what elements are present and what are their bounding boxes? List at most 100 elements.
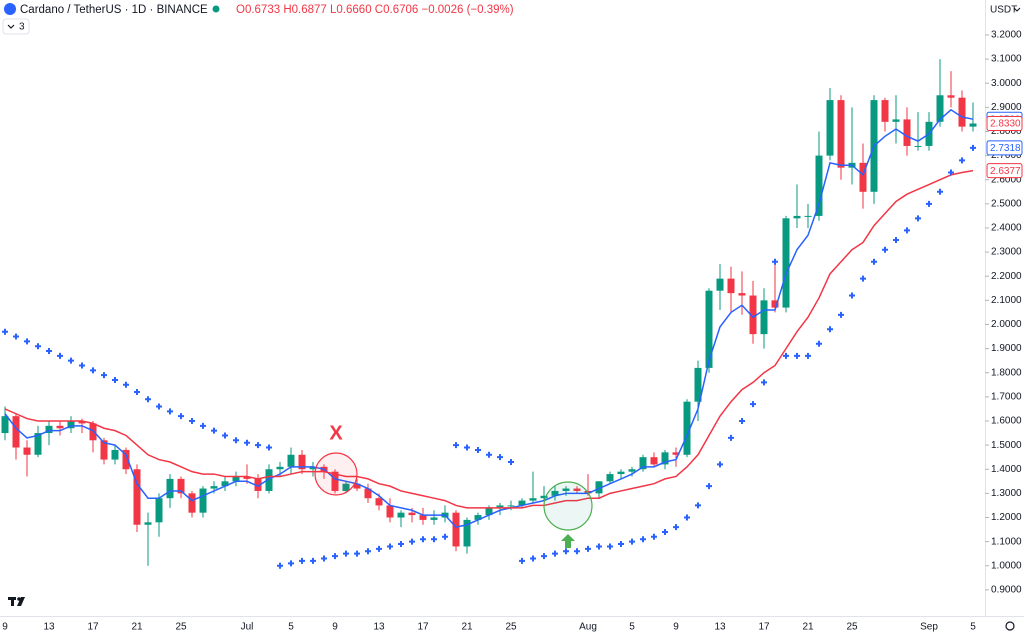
candle-body bbox=[507, 505, 515, 507]
candle-body bbox=[342, 483, 350, 491]
x-tick-label: 5 bbox=[629, 622, 635, 633]
candle-body bbox=[859, 162, 867, 192]
settings-button[interactable] bbox=[1005, 621, 1015, 631]
candle-body bbox=[826, 100, 834, 156]
psar-point bbox=[486, 451, 492, 458]
x-tick-label: 21 bbox=[131, 622, 143, 633]
psar-point bbox=[508, 459, 514, 466]
psar-point bbox=[882, 246, 888, 253]
psar-point bbox=[398, 541, 404, 548]
candle-body bbox=[430, 517, 438, 520]
y-tick-label: 3.0000 bbox=[991, 78, 1022, 89]
candle-body bbox=[463, 519, 471, 547]
price-label-box bbox=[986, 116, 1023, 132]
candle-body bbox=[1, 416, 9, 434]
candle-body bbox=[969, 123, 977, 127]
indicators-toggle[interactable]: 3 bbox=[2, 18, 30, 35]
candle-body bbox=[232, 476, 240, 482]
x-tick-label: 25 bbox=[846, 622, 858, 633]
candle-body bbox=[628, 469, 636, 472]
candle-body bbox=[606, 474, 614, 482]
y-tick-label: 2.0000 bbox=[991, 319, 1022, 330]
candle-body bbox=[562, 488, 570, 491]
psar-point bbox=[376, 545, 382, 552]
x-tick-label: 5 bbox=[970, 622, 976, 633]
indicators-button[interactable] bbox=[2, 18, 30, 35]
x-tick-label: 17 bbox=[758, 622, 770, 633]
y-tick-label: 1.9000 bbox=[991, 343, 1022, 354]
psar-point bbox=[618, 541, 624, 548]
psar-point bbox=[926, 200, 932, 207]
candle-body bbox=[111, 449, 119, 460]
x-tick-label: Aug bbox=[579, 622, 597, 633]
chart-title[interactable]: Cardano / TetherUS · 1D · BINANCE bbox=[20, 4, 208, 16]
psar-point bbox=[343, 550, 349, 557]
psar-point bbox=[596, 543, 602, 550]
psar-point bbox=[706, 483, 712, 490]
psar-point bbox=[464, 444, 470, 451]
psar-point bbox=[2, 328, 8, 335]
candle-body bbox=[518, 500, 526, 506]
buy-circle bbox=[543, 481, 593, 531]
psar-point bbox=[497, 454, 503, 461]
candle-body bbox=[804, 215, 812, 217]
candle-body bbox=[287, 454, 295, 467]
psar-point bbox=[937, 188, 943, 195]
x-tick-label: 13 bbox=[43, 622, 55, 633]
candle-body bbox=[45, 425, 53, 434]
psar-point bbox=[222, 432, 228, 439]
sell-mark: X bbox=[329, 422, 343, 444]
moving-average bbox=[4, 169, 974, 509]
y-tick-label: 2.5000 bbox=[991, 198, 1022, 209]
candle-body bbox=[595, 481, 603, 494]
ohlc-open: O0.6733 bbox=[236, 4, 280, 16]
symbol-logo bbox=[4, 3, 16, 15]
psar-point bbox=[57, 352, 63, 359]
currency[interactable]: USDT bbox=[990, 5, 1017, 16]
psar-point bbox=[860, 275, 866, 282]
candle-body bbox=[958, 97, 966, 127]
candle-body bbox=[353, 483, 361, 489]
candle-body bbox=[34, 433, 42, 455]
psar-point bbox=[530, 555, 536, 562]
candle-body bbox=[452, 512, 460, 547]
logo-part bbox=[11, 597, 14, 606]
psar-point bbox=[761, 379, 767, 386]
psar-point bbox=[310, 557, 316, 564]
candle-body bbox=[100, 440, 108, 460]
psar-point bbox=[629, 538, 635, 545]
candle-body bbox=[474, 515, 482, 520]
psar-point bbox=[871, 258, 877, 265]
candle-body bbox=[496, 505, 504, 508]
psar-point bbox=[420, 536, 426, 543]
psar-point bbox=[805, 352, 811, 359]
y-tick-label: 2.9000 bbox=[991, 102, 1022, 113]
y-tick-label: 1.3000 bbox=[991, 488, 1022, 499]
candle-body bbox=[793, 215, 801, 219]
psar-point bbox=[475, 446, 481, 453]
candle-body bbox=[903, 119, 911, 146]
y-tick-label: 1.6000 bbox=[991, 416, 1022, 427]
x-tick-label: 17 bbox=[417, 622, 429, 633]
plot-area bbox=[1, 59, 977, 569]
psar-point bbox=[651, 533, 657, 540]
candle-body bbox=[947, 95, 955, 98]
psar-point bbox=[90, 367, 96, 374]
ohlc-legend: O0.6733 H0.6877 L0.6660 C0.6706 −0.0026 … bbox=[236, 4, 514, 16]
psar-point bbox=[123, 381, 129, 388]
candle-body bbox=[639, 457, 647, 470]
psar-point bbox=[442, 533, 448, 540]
candle-body bbox=[760, 300, 768, 335]
ohlc-high: H0.6877 bbox=[283, 4, 326, 16]
candle-body bbox=[397, 512, 405, 518]
currency-menu[interactable]: USDT bbox=[990, 5, 1021, 16]
psar-point bbox=[24, 338, 30, 345]
candle-body bbox=[617, 471, 625, 475]
psar-point bbox=[277, 562, 283, 569]
y-tick-label: 1.7000 bbox=[991, 392, 1022, 403]
psar-point bbox=[904, 227, 910, 234]
psar-point bbox=[354, 550, 360, 557]
psar-point bbox=[288, 560, 294, 567]
